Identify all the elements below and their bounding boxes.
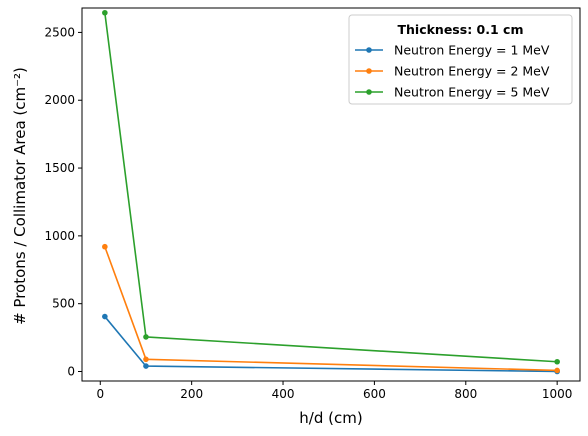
data-point xyxy=(102,243,108,250)
data-point xyxy=(554,358,560,365)
legend-box xyxy=(348,14,573,105)
plot-frame xyxy=(81,7,581,382)
x-tick-label: 600 xyxy=(363,387,386,401)
data-point xyxy=(143,334,149,340)
x-axis-title: h/d (cm) xyxy=(299,409,362,427)
legend: Thickness: 0.1 cm Neutron Energy = 1 MeV N… xyxy=(348,14,573,105)
plot-area xyxy=(102,9,560,375)
legend-marker-2 xyxy=(366,68,372,74)
x-tick-label: 800 xyxy=(454,387,477,401)
legend-title: Thickness: 0.1 cm xyxy=(398,22,524,37)
data-point xyxy=(102,313,108,320)
data-point xyxy=(554,367,560,374)
legend-entry-1: Neutron Energy = 1 MeV xyxy=(394,43,550,58)
y-tick-label: 1000 xyxy=(44,229,75,243)
x-tick-label: 0 xyxy=(96,387,104,401)
x-tick-label: 200 xyxy=(180,387,203,401)
legend-marker-1 xyxy=(366,47,372,53)
x-tick-label: 1000 xyxy=(542,387,573,401)
legend-marker-3 xyxy=(366,89,372,95)
x-tick-label: 400 xyxy=(272,387,295,401)
y-axis-title: # Protons / Collimator Area (cm⁻²) xyxy=(11,67,29,325)
y-tick-label: 2500 xyxy=(44,25,75,39)
y-tick-label: 2000 xyxy=(44,93,75,107)
legend-entry-3: Neutron Energy = 5 MeV xyxy=(394,85,550,100)
axes: 0 200 400 600 800 1000 0 500 1000 1500 2000 2500 xyxy=(44,7,581,401)
y-tick-label: 500 xyxy=(52,297,75,311)
data-point xyxy=(102,9,108,16)
data-point xyxy=(143,363,149,369)
data-point xyxy=(143,356,149,363)
y-tick-label: 0 xyxy=(67,365,75,379)
y-tick-label: 1500 xyxy=(44,161,75,175)
legend-entry-2: Neutron Energy = 2 MeV xyxy=(394,64,550,79)
